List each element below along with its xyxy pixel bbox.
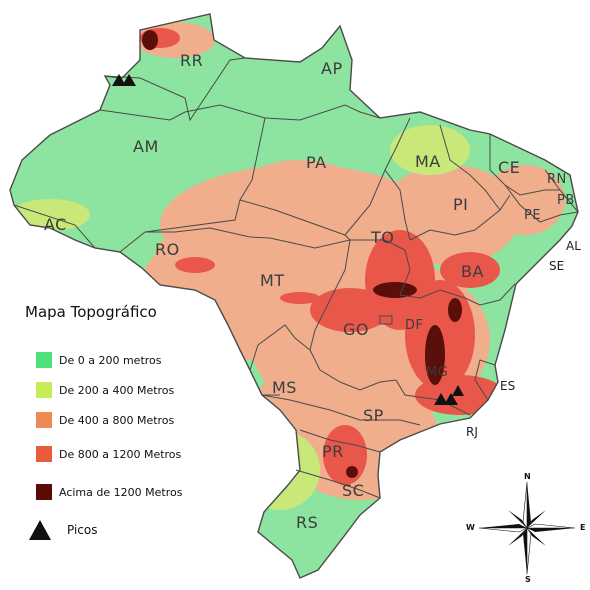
relief-rs-north [240,430,320,510]
state-label-ms: MS [272,378,297,397]
border-am-south [99,104,266,253]
legend-swatch [36,446,52,462]
border-es [474,359,496,401]
legend-item-peaks: Picos [29,520,98,540]
compass-west: W [466,523,475,532]
relief-northeast [485,165,565,235]
peak-marker [112,74,126,86]
state-label-ce: CE [498,158,521,177]
legend-swatch [36,412,52,428]
border-pa-north [264,104,381,121]
compass-north: N [524,472,531,481]
state-label-am: AM [133,137,159,156]
state-label-pi: PI [453,195,469,214]
state-label-go: GO [343,320,369,339]
legend-swatch [36,484,52,500]
legend-item-above-1200: Acima de 1200 Metros [36,482,182,502]
compass-south: S [525,575,531,584]
legend-swatch [36,352,52,368]
compass-east: E [580,523,586,532]
legend-item-200-400: De 200 a 400 Metros [36,380,174,400]
relief-top-mg-north [448,298,462,322]
state-label-rr: RR [180,51,204,70]
compass-star-icon [478,481,576,575]
state-label-ap: AP [321,59,343,78]
state-label-ba: BA [461,262,484,281]
relief-bahia-ridge [440,252,500,288]
state-label-ac: AC [44,215,67,234]
peak-icon [29,520,51,540]
border-mg-sp-rj [395,379,471,416]
relief-para-south [240,160,360,220]
border-ba-mg [399,283,516,306]
border-sc-rs [295,469,381,499]
legend-title: Mapa Topográfico [25,303,157,321]
relief-rondonia-ridge [175,257,215,273]
border-rr-am [104,57,246,122]
state-label-al: AL [566,239,581,253]
border-ma-pi [439,124,501,211]
state-label-mg: MG [426,365,449,380]
state-label-pa: PA [306,153,327,172]
legend-swatch [36,382,52,398]
state-label-ro: RO [155,240,180,259]
border-rn-pb [544,169,579,213]
border-ac [13,204,96,249]
relief-mt-ridge [280,292,320,304]
relief-top-roraima [142,30,158,50]
state-label-rn: RN [547,172,567,187]
legend-label: De 800 a 1200 Metros [59,447,182,461]
state-label-mt: MT [260,271,285,290]
state-label-pr: PR [322,442,344,461]
border-ma-pi-ba [384,169,511,241]
state-label-sp: SP [363,406,384,425]
state-label-to: TO [371,228,395,247]
peak-marker [434,393,448,405]
state-label-pb: PB [557,193,575,208]
legend-label: De 400 a 800 Metros [59,413,175,427]
legend-label: De 0 a 200 metros [59,353,162,367]
border-go-south [309,349,397,391]
state-label-pe: PE [524,208,542,223]
df-outline [379,315,393,325]
relief-top-sc [346,466,358,478]
legend-label: Acima de 1200 Metros [59,485,183,499]
relief-maranhao [390,125,470,175]
state-label-rs: RS [296,513,319,532]
legend-item-800-1200: De 800 a 1200 Metros [36,444,181,464]
relief-sao-paulo [260,355,400,435]
peak-marker [122,74,136,86]
border-ce [489,134,560,196]
state-label-se: SE [549,259,565,273]
relief-top-tocantins [373,282,417,298]
border-to [350,239,411,296]
relief-top-mg [425,325,445,385]
state-label-es: ES [500,379,516,393]
peak-marker [444,393,458,405]
legend-item-400-800: De 400 a 800 Metros [36,410,174,430]
peak-marker [452,385,464,396]
legend-item-0-200: De 0 a 200 metros [36,350,162,370]
compass-rose: N S W E [466,472,588,584]
state-label-sc: SC [342,481,365,500]
border-pa-south [239,117,411,236]
border-pe [504,184,579,223]
border-sp-pr [261,394,421,426]
state-label-df: DF [405,318,424,333]
peak-markers [112,74,464,405]
state-label-ma: MA [415,152,441,171]
border-pr-sc [299,429,381,453]
legend-label: De 200 a 400 Metros [59,383,175,397]
legend-label: Picos [67,523,98,537]
state-label-rj: RJ [466,425,478,439]
border-mt-north [145,227,351,249]
